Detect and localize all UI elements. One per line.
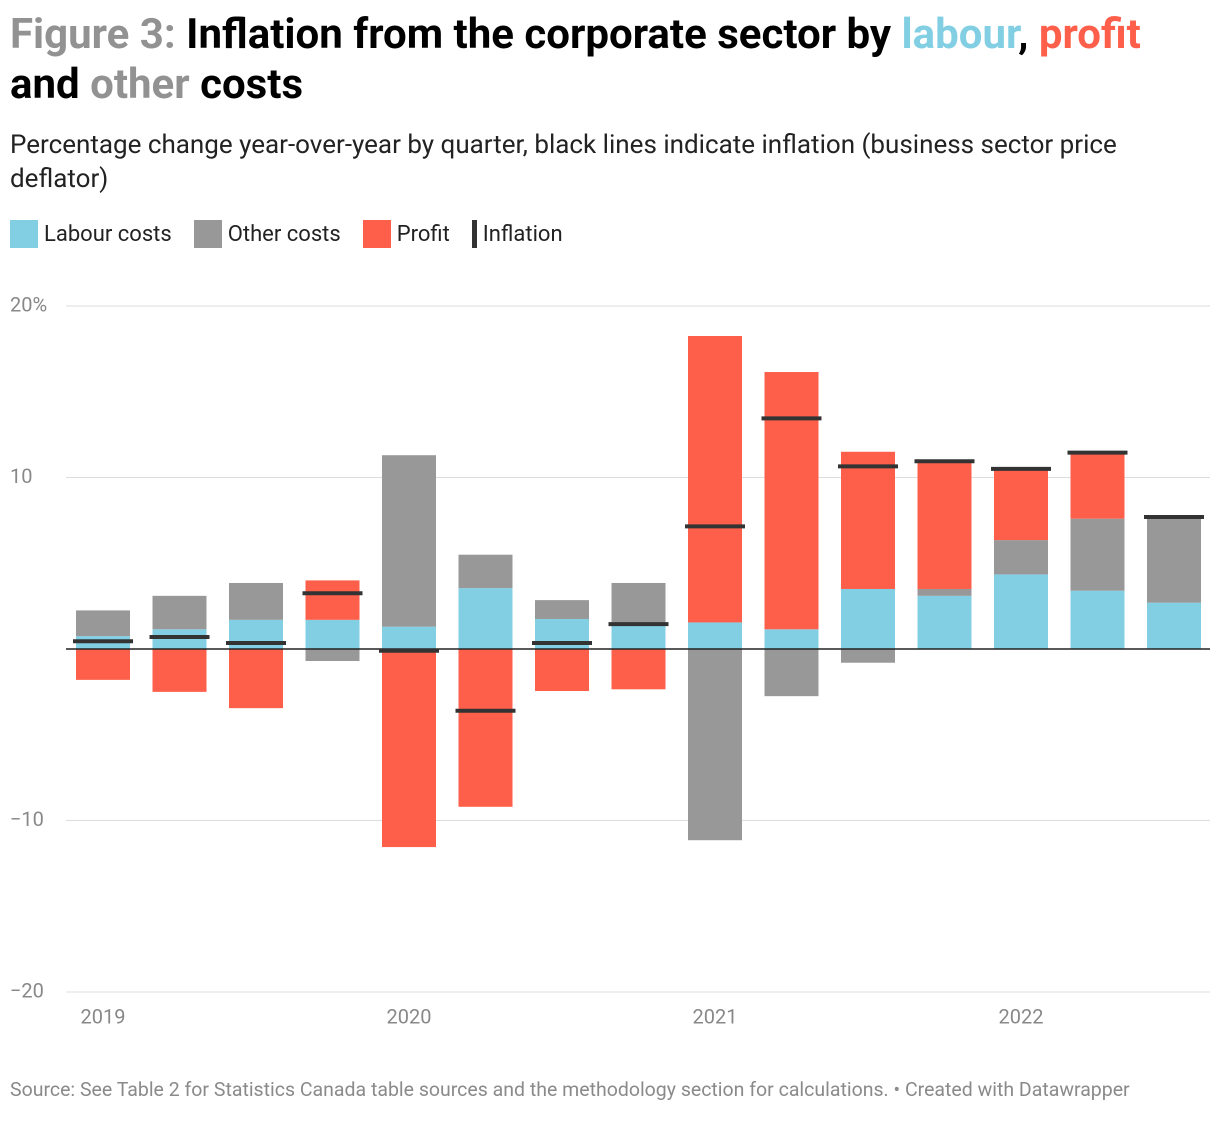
legend-item: Labour costs <box>10 220 172 248</box>
bar-segment <box>1070 452 1125 519</box>
y-tick-label: 20% <box>10 292 47 316</box>
legend-swatch <box>471 220 477 248</box>
legend-swatch <box>10 220 38 248</box>
x-tick-label: 2019 <box>81 1004 126 1028</box>
bar-segment <box>994 540 1048 575</box>
legend-label: Inflation <box>482 221 563 247</box>
title-part: , <box>1018 10 1039 59</box>
chart-title: Figure 3: Inflation from the corporate s… <box>10 10 1141 110</box>
bar-segment <box>841 451 895 589</box>
bar-segment <box>229 649 283 709</box>
bar-segment <box>535 649 589 692</box>
bar-segment <box>305 619 360 649</box>
x-tick-label: 2020 <box>387 1004 432 1028</box>
legend-swatch <box>362 220 391 248</box>
legend-label: Other costs <box>227 221 341 247</box>
legend-swatch <box>193 220 222 248</box>
title-part: Inflation from the corporate sector by <box>186 10 902 59</box>
title-part: labour <box>901 10 1019 59</box>
bar-segment <box>764 372 819 630</box>
legend-item: Profit <box>362 220 450 248</box>
bar-segment <box>764 629 819 649</box>
bar-segment <box>305 649 360 662</box>
bar-segment <box>1147 602 1201 649</box>
title-part: and <box>10 60 91 109</box>
bar-segment <box>76 649 130 680</box>
chart: 20% 10 −10 −20 2019 2020 2021 2022 <box>10 292 1210 1028</box>
bar-segment <box>764 649 819 697</box>
bar-segment <box>688 336 742 623</box>
legend-label: Labour costs <box>44 221 172 247</box>
bar-segment <box>994 468 1048 541</box>
bar-segment <box>1070 590 1125 649</box>
bar-segment <box>152 649 207 692</box>
bar-segment <box>611 625 666 649</box>
bar-segment <box>229 582 283 620</box>
bar-segment <box>917 595 972 649</box>
title-part: Figure 3: <box>10 10 187 59</box>
bar-segment <box>458 554 513 589</box>
bar-segment <box>1147 516 1201 603</box>
title-part: other <box>90 60 190 109</box>
title-line: and other costs <box>10 60 1141 110</box>
bar-segment <box>152 595 207 630</box>
bar-segment <box>611 649 666 690</box>
bar-segment <box>841 649 895 663</box>
bar-segment <box>1070 518 1125 591</box>
bar-segment <box>841 588 895 649</box>
bar-segment <box>382 626 436 649</box>
bar-segment <box>458 649 513 807</box>
bar-segment <box>688 649 742 841</box>
x-tick-label: 2022 <box>999 1004 1044 1028</box>
bar-segment <box>458 588 513 649</box>
title-part: costs <box>189 60 304 109</box>
x-tick-label: 2021 <box>693 1004 738 1028</box>
bar-segment <box>994 574 1048 649</box>
bar-segment <box>152 629 207 649</box>
y-tick-label: −20 <box>10 978 44 1002</box>
bar-segment <box>305 580 360 620</box>
source: Source: See Table 2 for Statistics Canad… <box>10 1078 1130 1101</box>
bar-segment <box>382 649 436 848</box>
bar-segment <box>917 588 972 596</box>
bar-segment <box>917 461 972 589</box>
y-tick-label: 10 <box>10 464 32 488</box>
y-tick-label: −10 <box>10 807 44 831</box>
legend-item: Inflation <box>471 220 563 248</box>
bar-segment <box>76 610 130 637</box>
legend-label: Profit <box>396 221 450 247</box>
title-line: Figure 3: Inflation from the corporate s… <box>10 10 1141 60</box>
bar-segment <box>611 582 666 626</box>
bar-segment <box>535 600 589 619</box>
bar-segment <box>688 622 742 649</box>
legend: Labour costs Other costs Profit Inflation <box>10 220 563 248</box>
title-part: profit <box>1038 10 1141 59</box>
legend-item: Other costs <box>193 220 341 248</box>
subtitle: Percentage change year-over-year by quar… <box>10 130 1117 194</box>
bar-segment <box>382 455 436 627</box>
